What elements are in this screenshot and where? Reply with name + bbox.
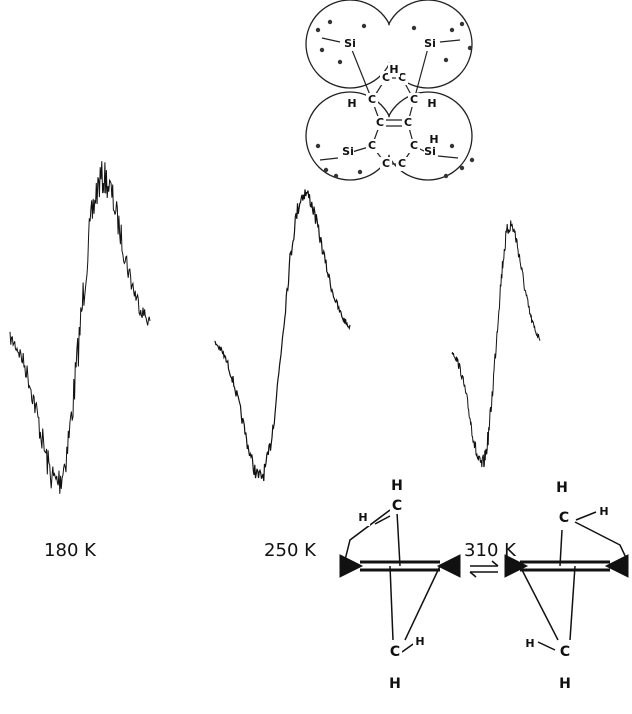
h-dot [324, 168, 328, 172]
esr-spectrum [10, 161, 150, 494]
atom-label: H [525, 637, 534, 650]
h-dot [328, 20, 332, 24]
atom-label: H [389, 63, 398, 76]
atom-label: H [556, 480, 568, 496]
h-dot [320, 48, 324, 52]
atom-label: H [415, 635, 424, 648]
h-dot [358, 170, 362, 174]
atom-label: H [559, 676, 571, 692]
atom-label: H [347, 97, 356, 110]
atom-label: C [398, 157, 406, 170]
h-dot [412, 26, 416, 30]
atom-label: Si [344, 37, 356, 50]
h-dot [460, 166, 464, 170]
atom-label: C [368, 93, 376, 106]
h-dot [470, 158, 474, 162]
atom-label: C [382, 157, 390, 170]
atom-label: H [429, 133, 438, 146]
atom-label: H [391, 478, 403, 494]
atom-label: H [427, 97, 436, 110]
h-dot [444, 174, 448, 178]
h-dot [468, 46, 472, 50]
temperature-label: 250 K [264, 540, 317, 561]
temperature-label: 180 K [44, 540, 97, 561]
h-dot [460, 22, 464, 26]
atom-label: C [410, 139, 418, 152]
atom-label: Si [424, 37, 436, 50]
h-dot [362, 24, 366, 28]
atom-label: C [559, 510, 569, 526]
h-dot [450, 28, 454, 32]
figure: SiSiSiSiCCCCCCCCCCHHHH 180 K250 K310 K H… [0, 0, 632, 714]
h-dot [334, 174, 338, 178]
h-dot [444, 58, 448, 62]
esr-spectrum [452, 220, 540, 467]
esr-spectrum [215, 189, 350, 481]
atom-label: C [392, 498, 402, 514]
atom-label: Si [342, 145, 354, 158]
atom-label: C [560, 644, 570, 660]
atom-label: C [376, 116, 384, 129]
atom-label: H [599, 505, 608, 518]
atom-label: H [389, 676, 401, 692]
atom-label: C [404, 116, 412, 129]
atom-label: C [410, 93, 418, 106]
h-dot [316, 28, 320, 32]
atom-label: C [390, 644, 400, 660]
h-dot [450, 144, 454, 148]
atom-label: C [368, 139, 376, 152]
h-dot [338, 60, 342, 64]
h-dot [316, 144, 320, 148]
atom-label: H [358, 511, 367, 524]
